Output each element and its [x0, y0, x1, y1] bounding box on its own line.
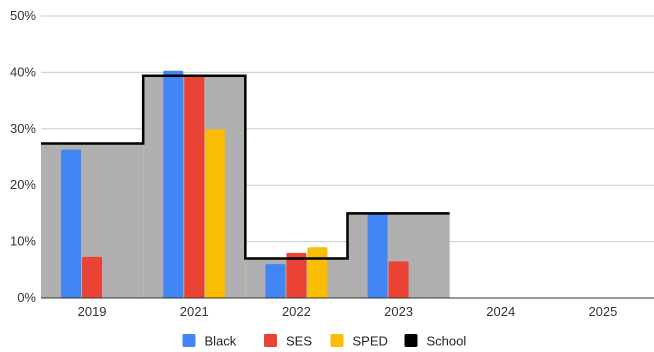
- x-tick-label: 2024: [486, 304, 515, 319]
- legend-label-sped: SPED: [353, 334, 388, 349]
- legend-label-black: Black: [205, 334, 237, 349]
- y-tick-labels: 0% 10% 20% 30% 40% 50%: [10, 8, 36, 305]
- bar-sped: [205, 129, 226, 298]
- bar-black: [163, 70, 184, 298]
- legend-swatch-school: [404, 334, 418, 347]
- bar-black: [265, 264, 286, 298]
- x-tick-label: 2025: [588, 304, 617, 319]
- bar-ses: [286, 252, 307, 298]
- legend: Black SES SPED School: [182, 334, 467, 349]
- legend-swatch-sped: [330, 334, 344, 347]
- y-tick-label: 10%: [10, 234, 36, 249]
- x-tick-label: 2019: [78, 304, 107, 319]
- bars: [61, 70, 409, 298]
- x-tick-labels: 2019 2021 2022 2023 2024 2025: [78, 304, 618, 319]
- legend-label-ses: SES: [286, 334, 312, 349]
- y-tick-label: 20%: [10, 177, 36, 192]
- bar-black: [367, 213, 388, 298]
- legend-swatch-black: [182, 334, 196, 347]
- x-tick-label: 2021: [180, 304, 209, 319]
- legend-label-school: School: [427, 334, 467, 349]
- y-tick-label: 40%: [10, 64, 36, 79]
- bar-ses: [82, 256, 103, 298]
- bar-ses: [388, 261, 409, 298]
- bar-sped: [307, 247, 328, 298]
- bar-black: [61, 149, 82, 298]
- y-tick-label: 50%: [10, 8, 36, 23]
- bar-ses: [184, 75, 205, 298]
- school-line: [41, 74, 450, 260]
- y-tick-label: 0%: [17, 290, 36, 305]
- y-tick-label: 30%: [10, 121, 36, 136]
- school-step-line: [41, 74, 450, 260]
- x-tick-label: 2022: [282, 304, 311, 319]
- legend-swatch-ses: [264, 334, 277, 347]
- x-tick-label: 2023: [384, 304, 413, 319]
